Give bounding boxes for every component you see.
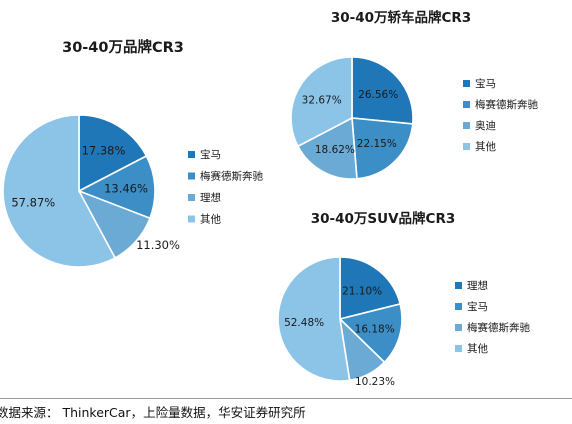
legend-swatch: [455, 282, 462, 289]
slice-data-label: 21.10%: [342, 286, 382, 298]
legend-swatch: [188, 215, 195, 223]
legend-swatch: [463, 101, 470, 108]
legend-swatch: [188, 194, 195, 201]
pie-slice: [290, 56, 353, 148]
slice-data-label: 26.56%: [358, 89, 398, 101]
chart-title: 30-40万轿车品牌CR3: [331, 9, 471, 26]
slice-data-label: 16.18%: [355, 323, 395, 335]
legend-swatch: [455, 345, 462, 352]
slice-data-label: 18.62%: [315, 144, 355, 156]
pie-slice: [351, 117, 414, 180]
slice-data-label: 52.48%: [284, 317, 324, 329]
legend-swatch: [455, 303, 462, 310]
slice-data-label: 10.23%: [355, 376, 395, 388]
source-note: 数据来源： ThinkerCar，上险量数据，华安证券研究所: [0, 405, 306, 420]
pie-chart-1: 30-40万品牌CR3 17.38% 13.46% 11.30% 57.87% 宝马梅赛德…: [2, 38, 263, 268]
legend-label: 宝马: [200, 148, 221, 161]
pie-slice: [296, 116, 358, 180]
chart-title: 30-40万品牌CR3: [62, 38, 184, 56]
legend-swatch: [463, 80, 470, 87]
legend-label: 理想: [200, 191, 221, 204]
pie-slice: [351, 56, 414, 125]
slice-data-label: 57.87%: [11, 196, 55, 210]
legend-label: 梅赛德斯奔驰: [475, 98, 538, 111]
slice-data-label: 17.38%: [82, 144, 126, 158]
pie-slice: [277, 256, 351, 382]
legend-swatch: [188, 172, 195, 180]
pie-slice: [2, 114, 117, 268]
pie-slice: [78, 114, 148, 193]
slice-data-label: 11.30%: [136, 238, 180, 252]
legend-swatch: [463, 143, 470, 150]
pie-chart-3: 30-40万SUV品牌CR3 21.10% 16.18% 10.23% 52.48% 理想…: [277, 210, 530, 388]
legend-swatch: [455, 324, 462, 331]
pie-slice: [77, 154, 156, 220]
pie-slice: [338, 302, 403, 364]
legend-label: 其他: [467, 342, 488, 355]
pie-chart-2: 30-40万轿车品牌CR3 26.56% 22.15%18.62% 32.67% 宝马梅…: [290, 9, 538, 180]
legend-label: 其他: [200, 213, 221, 226]
legend-label: 奥迪: [475, 119, 496, 132]
pie-slice: [339, 256, 402, 321]
legend-swatch: [463, 122, 470, 129]
legend-label: 宝马: [467, 300, 488, 313]
chart-title: 30-40万SUV品牌CR3: [311, 210, 456, 227]
slice-data-label: 32.67%: [302, 95, 342, 107]
legend-label: 梅赛德斯奔驰: [467, 321, 530, 334]
legend-label: 梅赛德斯奔驰: [200, 170, 263, 183]
slice-data-label: 22.15%: [357, 138, 397, 150]
legend-label: 其他: [475, 140, 496, 153]
legend-label: 理想: [467, 279, 488, 292]
legend-swatch: [188, 151, 195, 158]
legend-label: 宝马: [475, 77, 496, 90]
source-divider: [0, 398, 572, 424]
slice-data-label: 13.46%: [104, 181, 148, 195]
